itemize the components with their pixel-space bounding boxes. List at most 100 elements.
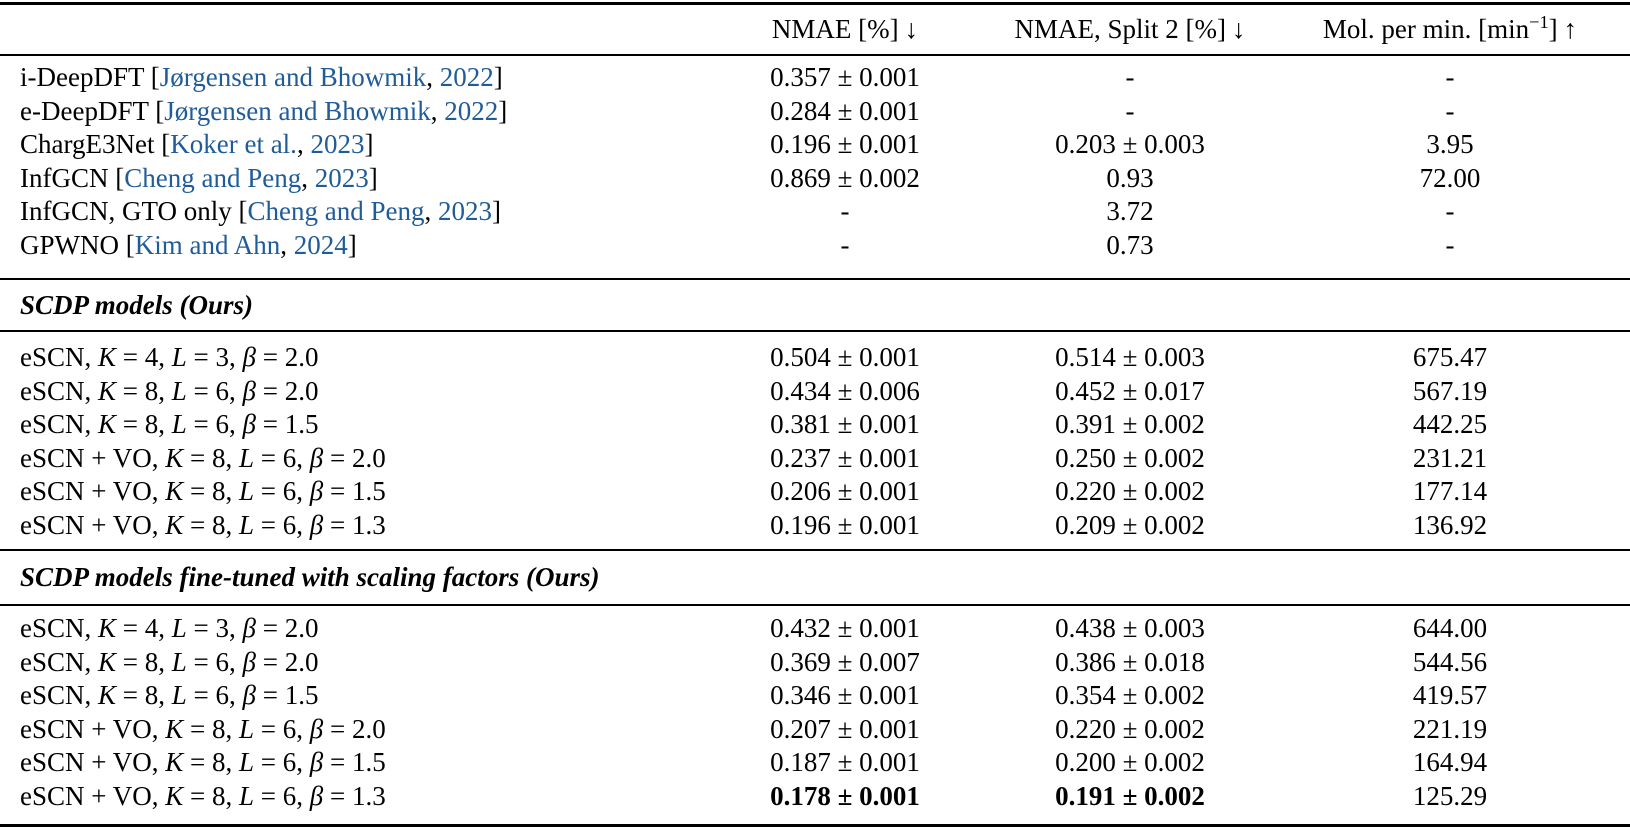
math-var-beta: β	[242, 613, 256, 644]
mol-per-min-value: 177.14	[1412, 476, 1488, 507]
math-var-beta: β	[309, 780, 324, 811]
math-var-K: K	[98, 375, 117, 406]
bracket: [	[231, 196, 248, 227]
math-var-L: L	[239, 476, 255, 507]
math-var-beta: β	[242, 409, 256, 440]
model-label: i-DeepDFT [Jørgensen and Bhowmik, 2022]	[0, 62, 700, 93]
split2-value: 0.514 ± 0.003	[1055, 342, 1205, 373]
mol-per-min-value: 644.00	[1412, 613, 1488, 644]
col-header-nmae: NMAE [%] ↓	[700, 14, 990, 45]
math-text: = 8,	[116, 680, 172, 711]
model-label: eSCN, K = 8, L = 6, β = 2.0	[0, 376, 700, 407]
math-text: = 1.5	[255, 680, 319, 711]
mol-per-min-value: 675.47	[1412, 342, 1488, 373]
model-label: eSCN, K = 4, L = 3, β = 2.0	[0, 613, 700, 644]
math-var-L: L	[171, 375, 187, 406]
math-var-beta: β	[309, 747, 324, 778]
mol-per-min-value: -	[1445, 95, 1455, 126]
math-var-beta: β	[242, 646, 256, 677]
citation-link[interactable]: Jørgensen and Bhowmik	[159, 62, 427, 93]
math-var-K: K	[165, 509, 184, 540]
mol-header-bracket: ]	[1548, 14, 1558, 44]
math-text: = 3,	[186, 342, 243, 373]
math-text: = 6,	[254, 476, 310, 507]
model-name: InfGCN, GTO only	[20, 196, 232, 227]
scdp-models-section: eSCN, K = 4, L = 3, β = 2.0 0.504 ± 0.00…	[0, 332, 1630, 549]
model-name: eSCN + VO,	[20, 747, 166, 778]
split2-value: 0.73	[1106, 229, 1154, 260]
math-text: = 2.0	[255, 646, 319, 677]
bottom-rule	[0, 824, 1630, 827]
math-text: = 8,	[183, 442, 239, 473]
model-name: eSCN + VO,	[20, 476, 166, 507]
model-name: eSCN + VO,	[20, 509, 166, 540]
mol-per-min-value: -	[1445, 62, 1455, 93]
model-label: e-DeepDFT [Jørgensen and Bhowmik, 2022]	[0, 96, 700, 127]
citation-year-link[interactable]: 2024	[293, 229, 348, 260]
mol-per-min-value: 164.94	[1412, 747, 1488, 778]
split2-value: 0.250 ± 0.002	[1055, 442, 1205, 473]
math-text: = 8,	[183, 509, 239, 540]
table-row: eSCN, K = 8, L = 6, β = 2.0 0.434 ± 0.00…	[0, 375, 1630, 409]
math-text: = 1.3	[323, 509, 386, 540]
model-name: InfGCN	[20, 162, 109, 193]
citation-year-link[interactable]: 2023	[437, 196, 492, 227]
citation-year-link[interactable]: 2023	[310, 129, 365, 160]
model-name: eSCN,	[20, 680, 99, 711]
citation-link[interactable]: Cheng and Peng	[247, 196, 425, 227]
model-name: eSCN,	[20, 409, 99, 440]
bracket: [	[148, 95, 165, 126]
math-text: = 8,	[183, 747, 239, 778]
math-var-K: K	[165, 476, 184, 507]
math-text: = 8,	[116, 646, 172, 677]
table-row: eSCN + VO, K = 8, L = 6, β = 2.0 0.207 ±…	[0, 713, 1630, 747]
math-text: = 4,	[116, 342, 172, 373]
math-text: = 6,	[186, 409, 243, 440]
citation-separator: ,	[280, 229, 294, 260]
citation-link[interactable]: Jørgensen and Bhowmik	[164, 95, 431, 126]
citation-year-link[interactable]: 2023	[314, 162, 369, 193]
citation-link[interactable]: Koker et al.	[170, 129, 297, 160]
nmae-value: 0.207 ± 0.001	[770, 713, 920, 744]
model-name: eSCN + VO,	[20, 713, 166, 744]
citation-separator: ,	[430, 95, 445, 126]
citation-link[interactable]: Kim and Ahn	[134, 229, 281, 260]
math-text: = 6,	[254, 713, 310, 744]
citation-year-link[interactable]: 2022	[439, 62, 494, 93]
mol-per-min-value: 419.57	[1412, 680, 1488, 711]
up-arrow-icon: ↑	[1563, 14, 1578, 44]
col-header-nmae-split2: NMAE, Split 2 [%] ↓	[990, 14, 1270, 45]
nmae-value: -	[840, 196, 850, 227]
model-label: eSCN, K = 8, L = 6, β = 1.5	[0, 680, 700, 711]
nmae-value: 0.206 ± 0.001	[770, 476, 920, 507]
citation-year-link[interactable]: 2022	[444, 95, 499, 126]
mol-per-min-value: 442.25	[1412, 409, 1488, 440]
math-var-beta: β	[309, 509, 324, 540]
math-var-L: L	[239, 509, 255, 540]
math-text: = 2.0	[323, 713, 386, 744]
model-label: eSCN, K = 4, L = 3, β = 2.0	[0, 342, 700, 373]
bracket: ]	[498, 95, 508, 126]
citation-link[interactable]: Cheng and Peng	[124, 162, 302, 193]
math-var-beta: β	[309, 442, 324, 473]
bracket: ]	[368, 162, 378, 193]
nmae-value: 0.196 ± 0.001	[770, 509, 920, 540]
citation-separator: ,	[296, 129, 311, 160]
nmae-value-best: 0.178 ± 0.001	[770, 780, 920, 811]
nmae-value: 0.369 ± 0.007	[770, 646, 920, 677]
math-var-beta: β	[309, 476, 324, 507]
math-text: = 6,	[254, 780, 310, 811]
model-name: ChargE3Net	[20, 129, 155, 160]
math-var-beta: β	[242, 375, 256, 406]
math-text: = 6,	[254, 747, 310, 778]
col-header-mol-per-min: Mol. per min. [min−1] ↑	[1270, 12, 1630, 45]
mol-header-exponent: −1	[1529, 12, 1549, 32]
model-name: eSCN,	[20, 375, 99, 406]
math-text: = 2.0	[255, 375, 319, 406]
nmae-value: 0.237 ± 0.001	[770, 442, 920, 473]
section-title: SCDP models (Ours)	[20, 289, 254, 320]
math-text: = 8,	[183, 713, 239, 744]
nmae-value: 0.432 ± 0.001	[770, 613, 920, 644]
model-name: i-DeepDFT	[20, 62, 144, 93]
down-arrow-icon: ↓	[904, 14, 919, 44]
